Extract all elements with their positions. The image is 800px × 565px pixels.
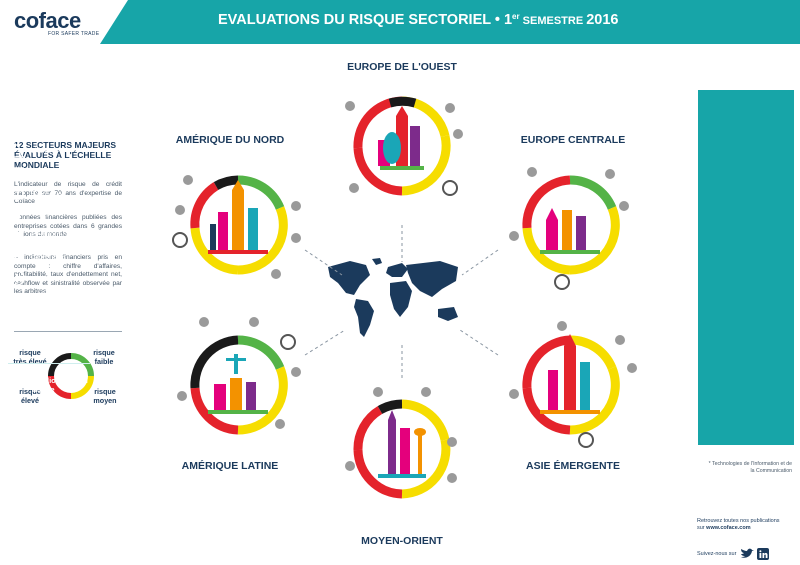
region-amerique-latine: [177, 317, 301, 435]
skyline-amerique-nord: [208, 180, 268, 254]
textile-icon: [13, 293, 21, 306]
follow-us: Suivez-nous sur: [697, 548, 770, 560]
arrow-down-right-icon: [11, 413, 22, 424]
legend-medium: risque moyen: [93, 387, 117, 405]
panel-separator: [8, 363, 90, 364]
region-title-amerique-latine: AMÉRIQUE LATINE: [181, 460, 279, 472]
skyline-asie-emergente: [540, 334, 600, 414]
region-title-europe-centrale: EUROPE CENTRALE: [520, 134, 626, 146]
logo-tagline: FOR SAFER TRADE: [48, 31, 100, 37]
sector-item-pharmacie: pharmacie: [8, 268, 65, 288]
metal-icon: [11, 232, 23, 240]
region-moyen-orient: [345, 387, 457, 499]
sector-item-metallurgie: métallurgie: [8, 225, 66, 245]
footnote: * Technologies de l'Information et de la…: [708, 461, 792, 474]
region-amerique-nord: [172, 175, 301, 279]
intro-paragraph-2: Données financières publiées des entrepr…: [14, 214, 122, 238]
coface-logo[interactable]: coface: [14, 8, 81, 33]
car-icon: [9, 127, 25, 135]
sector-item-transports: transports: [8, 331, 63, 351]
skyline-moyen-orient: [378, 410, 426, 478]
legend-high: risque élevé: [19, 387, 41, 405]
agrifood-icon: [10, 103, 24, 113]
sector-item-agroalimentaire: agroalimentaire: [8, 98, 81, 118]
trend-deterioration: déterioration du risque: [10, 410, 92, 428]
region-title-amerique-nord: AMÉRIQUE DU NORD: [175, 134, 285, 146]
intro-title: 12 SECTEURS MAJEURS ÉVALUÉS À L'ÉCHELLE …: [14, 140, 117, 170]
publications-note: Retrouvez toutes nos publications sur ww…: [697, 518, 780, 531]
header-teal-banner: [100, 0, 800, 44]
sector-item-construction: construction: [8, 163, 70, 183]
fuel-pump-icon: [12, 207, 20, 219]
page-title: EVALUATIONS DU RISQUE SECTORIEL • 1er SE…: [218, 12, 619, 28]
intro-paragraph-3: 5 indicateurs financiers pris en compte …: [14, 254, 122, 295]
region-europe-centrale: [509, 167, 629, 290]
plane-truck-icon: [9, 337, 25, 346]
wood-icon: [10, 253, 24, 262]
sector-item-automobile: automobile: [8, 119, 66, 139]
trend-improvement: amélioration du risque: [10, 376, 88, 394]
sector-item-papier-bois: papier-bois: [8, 247, 67, 267]
sector-legend-panel: [698, 90, 794, 445]
region-asie-emergente: [509, 321, 637, 448]
skyline-amerique-latine: [208, 354, 268, 414]
legend-very-high: risque très élevé: [13, 348, 47, 366]
world-map: [328, 258, 458, 337]
intro-paragraph-1: L'indicateur de risque de crédit s'appui…: [14, 181, 122, 205]
legend-risk-ring: [48, 353, 94, 399]
sector-item-textile: textile-habillement: [8, 289, 79, 309]
sector-item-distribution: distribution: [8, 185, 66, 205]
laptop-icon: [9, 315, 25, 327]
skyline-europe-ouest: [378, 106, 424, 170]
region-title-asie-emergente: ASIE ÉMERGENTE: [526, 460, 620, 472]
flask-icon: [9, 144, 25, 158]
region-title-moyen-orient: MOYEN-ORIENT: [361, 535, 443, 547]
twitter-icon[interactable]: [740, 548, 755, 560]
sector-item-energie: énergie: [8, 203, 55, 223]
skyline-europe-centrale: [540, 208, 600, 254]
intro-divider: [14, 331, 122, 332]
region-europe-ouest: [345, 96, 463, 196]
website-link[interactable]: www.coface.com: [706, 525, 751, 531]
linkedin-icon[interactable]: [757, 548, 770, 560]
sector-item-chimie: chimie: [8, 141, 52, 161]
region-title-europe-ouest: EUROPE DE L'OUEST: [347, 61, 457, 73]
sector-item-tic: TIC*: [8, 311, 50, 331]
legend-low: risque faible: [93, 348, 115, 366]
pharmacy-cross-icon: [9, 270, 25, 286]
crane-icon: [12, 167, 24, 179]
arrow-up-right-icon: [11, 380, 22, 391]
cart-icon: [10, 190, 24, 200]
